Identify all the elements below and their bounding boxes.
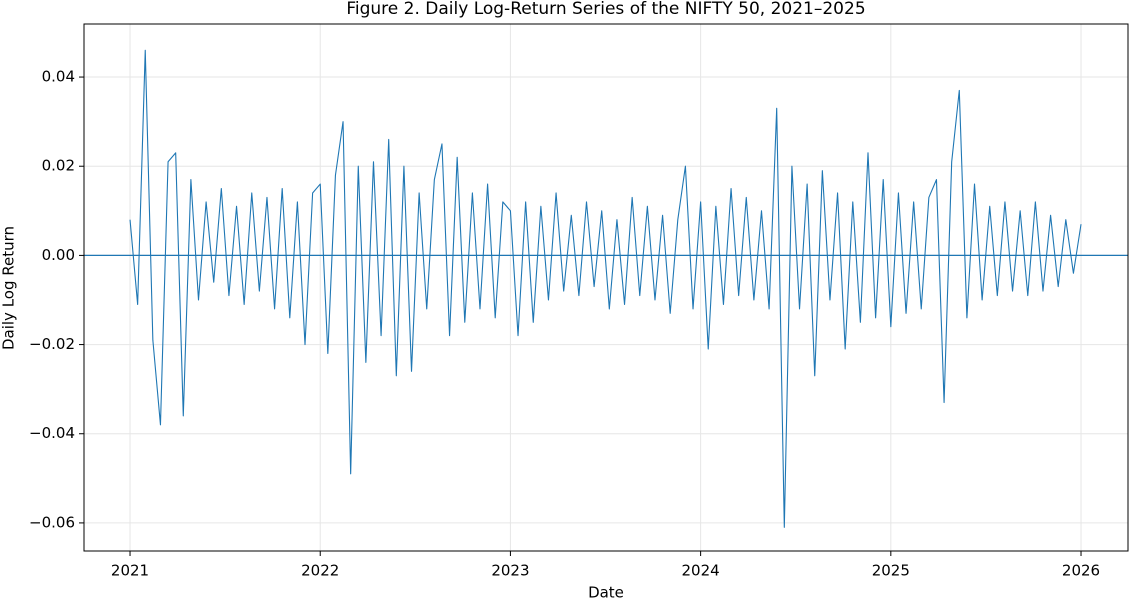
x-tick-label: 2025: [872, 562, 910, 580]
y-tick-label: −0.06: [29, 513, 75, 531]
y-tick-label: −0.02: [29, 335, 75, 353]
x-tick-label: 2022: [301, 562, 339, 580]
series-line: [129, 49, 1082, 528]
chart-title: Figure 2. Daily Log-Return Series of the…: [346, 0, 865, 19]
y-tick-label: 0.00: [42, 246, 75, 264]
x-tick-label: 2026: [1062, 562, 1100, 580]
x-tick-label: 2023: [491, 562, 529, 580]
x-tick-label: 2021: [111, 562, 149, 580]
plot-frame: [83, 23, 1129, 552]
x-tick-label: 2024: [682, 562, 720, 580]
y-tick-label: 0.02: [42, 157, 75, 175]
y-tick-label: 0.04: [42, 68, 75, 86]
y-tick-label: −0.04: [29, 424, 75, 442]
y-axis-label: Daily Log Return: [0, 226, 18, 350]
x-axis-label: Date: [588, 584, 624, 600]
